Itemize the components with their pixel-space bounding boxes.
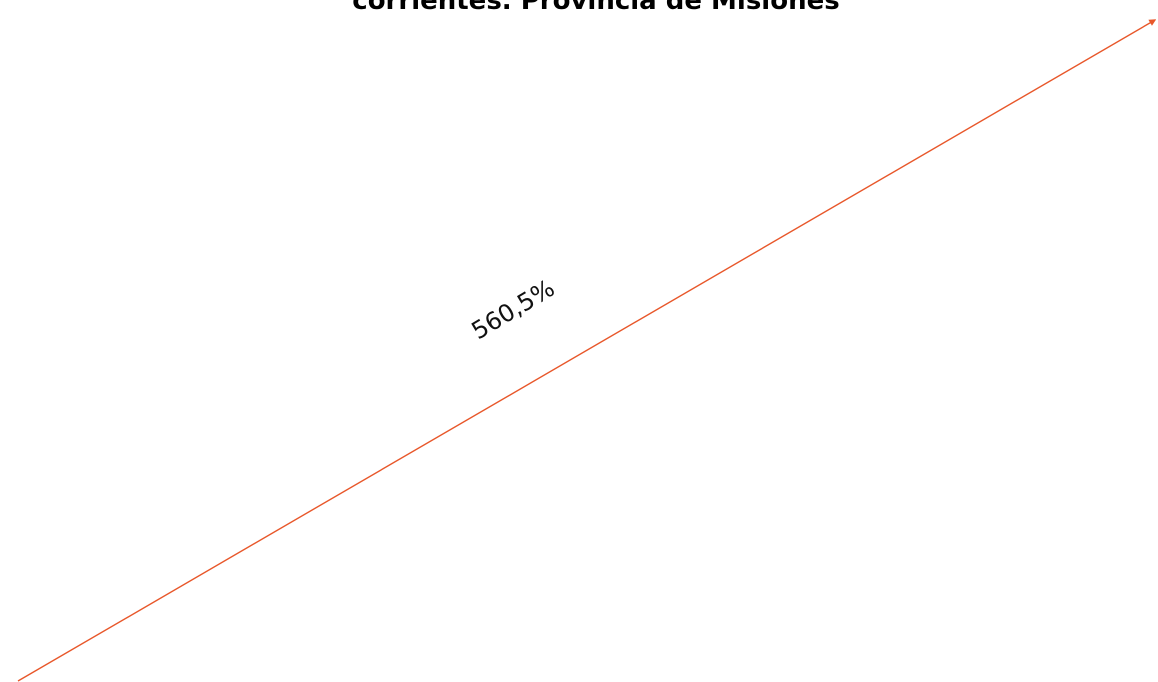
series-line: [17, 19, 1157, 682]
chart-title: corrientes. Provincia de Misiones: [352, 0, 840, 16]
percent-change-label: 560,5%: [467, 274, 560, 345]
